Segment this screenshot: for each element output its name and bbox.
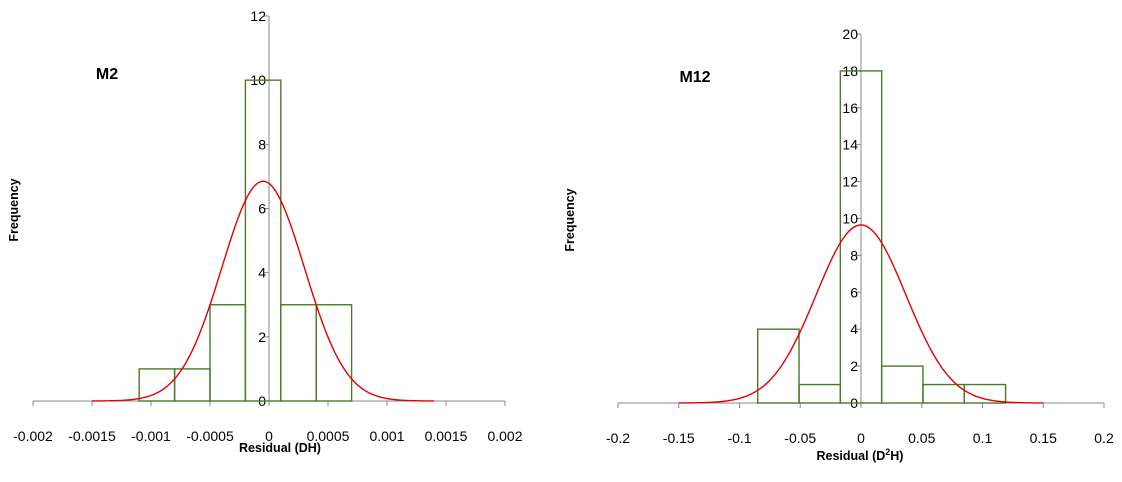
chart-m2: -0.002 -0.0015 -0.001 -0.0005 0 0.0005 0.001 0.… bbox=[7, 8, 523, 455]
histogram-bar bbox=[880, 365, 924, 404]
y-tick-label: 8 bbox=[258, 136, 266, 152]
x-tick-label: 0.0015 bbox=[425, 428, 468, 444]
x-tick-label: -0.05 bbox=[784, 430, 816, 446]
model-label: M12 bbox=[679, 69, 710, 86]
histogram-bar bbox=[280, 304, 317, 402]
x-axis-title: Residual (DH) bbox=[239, 441, 321, 455]
y-axis-title: Frequency bbox=[563, 188, 577, 251]
y-tick-label: 14 bbox=[842, 137, 858, 153]
x-tick-label: 0.002 bbox=[487, 428, 522, 444]
y-tick-label: 2 bbox=[850, 358, 858, 374]
normal-curve bbox=[678, 224, 1044, 404]
histogram-bar bbox=[173, 368, 211, 402]
y-tick-label: 4 bbox=[258, 265, 266, 281]
y-tick-label: 20 bbox=[842, 26, 858, 42]
histogram-bar bbox=[244, 79, 282, 402]
histogram-bar bbox=[839, 70, 883, 404]
y-tick-label: 8 bbox=[850, 247, 858, 263]
y-axis-title: Frequency bbox=[7, 178, 21, 241]
histogram-bar bbox=[209, 304, 247, 402]
x-tick-label: -0.15 bbox=[663, 430, 695, 446]
histogram-bar bbox=[315, 304, 353, 402]
model-label: M2 bbox=[96, 66, 118, 83]
x-tick-label: 0.05 bbox=[908, 430, 935, 446]
x-axis-title: Residual (D2H) bbox=[817, 447, 904, 463]
histogram-bar bbox=[922, 383, 965, 404]
x-tick-label: -0.1 bbox=[727, 430, 751, 446]
x-tick-label: -0.001 bbox=[131, 428, 171, 444]
x-tick-label: 0.15 bbox=[1030, 430, 1057, 446]
y-tick-label: 16 bbox=[842, 100, 858, 116]
histogram-bar bbox=[798, 383, 842, 404]
histogram-bar bbox=[963, 383, 1007, 404]
y-tick-label: 6 bbox=[258, 201, 266, 217]
x-tick-label: 0.001 bbox=[369, 428, 404, 444]
x-tick-label: -0.2 bbox=[606, 430, 630, 446]
x-tick-label: -0.0015 bbox=[68, 428, 116, 444]
histogram-bar bbox=[757, 328, 800, 404]
x-tick-label: 0 bbox=[265, 428, 273, 444]
x-tick-label: 0.2 bbox=[1094, 430, 1114, 446]
y-tick-label: 2 bbox=[258, 329, 266, 345]
x-tick-label: 0 bbox=[857, 430, 865, 446]
y-tick-label: 12 bbox=[842, 174, 858, 190]
y-tick-label: 4 bbox=[850, 321, 858, 337]
chart-m12: -0.2 -0.15 -0.1 -0.05 0 0.05 0.1 0.15 0.20246810… bbox=[563, 26, 1114, 463]
x-tick-label: 0.0005 bbox=[307, 428, 350, 444]
x-tick-label: 0.1 bbox=[973, 430, 993, 446]
normal-curve bbox=[91, 180, 435, 402]
x-tick-label: -0.0005 bbox=[186, 428, 234, 444]
y-tick-label: 6 bbox=[850, 284, 858, 300]
y-tick-label: 12 bbox=[250, 8, 266, 24]
y-tick-label: 10 bbox=[842, 211, 858, 227]
x-tick-label: -0.002 bbox=[13, 428, 53, 444]
